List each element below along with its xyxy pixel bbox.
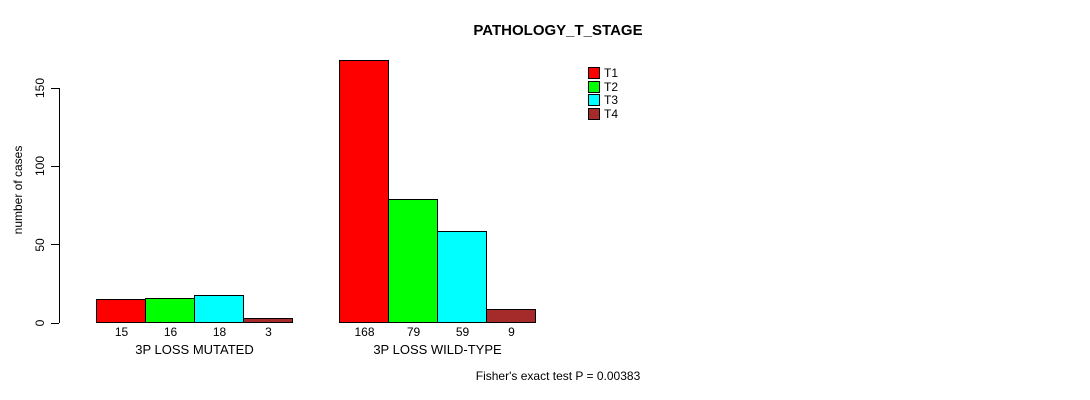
legend-swatch-t4 [588, 107, 600, 120]
bar-t1-group1 [96, 299, 146, 323]
y-axis-label: number of cases [11, 145, 25, 235]
bar-value-label: 168 [354, 325, 375, 339]
legend-label-t4: T4 [604, 106, 619, 121]
bar-t1-group2 [339, 60, 389, 323]
bar-value-label: 79 [406, 325, 421, 339]
legend-swatch-t1 [588, 67, 600, 79]
bar-value-label: 18 [212, 325, 227, 339]
legend-swatch-t2 [588, 80, 600, 93]
legend-swatch-t3 [588, 94, 600, 106]
bar-t3-group2 [437, 231, 487, 323]
bar-t4-group1 [243, 318, 293, 323]
bar-t2-group1 [145, 298, 195, 323]
y-axis-tick [51, 244, 59, 246]
y-axis-tick [51, 165, 59, 167]
category-label: 3P LOSS WILD-TYPE [373, 342, 502, 357]
bar-value-label: 59 [455, 325, 470, 339]
bar-value-label: 9 [508, 325, 515, 339]
fisher-test-annotation: Fisher's exact test P = 0.00383 [475, 369, 641, 383]
legend-label-t2: T2 [604, 79, 619, 94]
legend-label-t1: T1 [604, 66, 619, 80]
chart-title: PATHOLOGY_T_STAGE [473, 22, 643, 39]
bar-t2-group2 [388, 199, 438, 323]
category-label: 3P LOSS MUTATED [135, 342, 254, 357]
bar-t4-group2 [486, 309, 536, 323]
y-axis-tick-label: 50 [33, 237, 47, 252]
y-axis-tick-label: 150 [33, 77, 47, 99]
y-axis-tick [51, 87, 59, 89]
bar-value-label: 3 [265, 325, 272, 339]
legend-label-t3: T3 [604, 93, 619, 107]
y-axis-line [59, 88, 60, 323]
y-axis-tick-label: 100 [33, 156, 47, 177]
y-axis-tick-label: 0 [33, 319, 47, 327]
bar-t3-group1 [194, 295, 244, 323]
y-axis-tick [51, 322, 59, 324]
bar-value-label: 16 [163, 325, 178, 339]
bar-value-label: 15 [114, 325, 129, 339]
